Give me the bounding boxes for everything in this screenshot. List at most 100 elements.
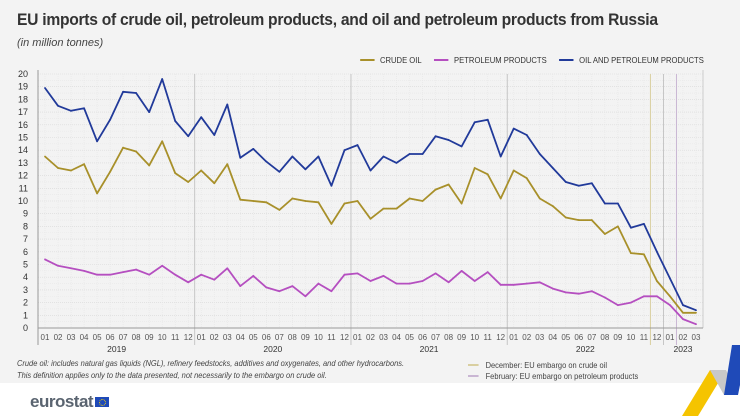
data-point [174, 172, 177, 174]
data-point [590, 182, 593, 185]
data-point [656, 295, 658, 298]
x-tick-label: 02 [366, 333, 375, 342]
data-point [122, 90, 125, 93]
data-point [643, 253, 645, 256]
data-point [148, 111, 151, 113]
data-point [421, 280, 424, 282]
footnote-line-2: This definition applies only to the data… [17, 370, 327, 380]
x-tick-label: 11 [327, 333, 336, 342]
data-point [695, 323, 697, 326]
legend: CRUDE OIL PETROLEUM PRODUCTS OIL AND PET… [360, 55, 704, 65]
data-point [512, 283, 515, 286]
data-point [603, 233, 606, 235]
data-point [434, 272, 437, 275]
data-point [148, 273, 151, 276]
data-point [187, 281, 190, 284]
x-tick-label: 02 [679, 333, 688, 342]
data-point [473, 280, 476, 282]
x-tick-label: 03 [379, 333, 388, 342]
data-point [577, 219, 580, 221]
data-point [682, 304, 684, 307]
data-point [486, 173, 489, 176]
data-point [616, 202, 619, 205]
legend-label: OIL AND PETROLEUM PRODUCTS [579, 55, 704, 65]
data-point [317, 201, 320, 204]
x-tick-label: 08 [600, 333, 609, 342]
data-point [226, 163, 229, 166]
y-tick-label: 11 [19, 183, 28, 193]
x-tick-label: 12 [652, 333, 661, 342]
y-tick-label: 1 [23, 310, 28, 320]
x-tick-label: 12 [340, 333, 349, 342]
data-point [135, 268, 138, 271]
data-point [590, 290, 593, 293]
data-point [330, 290, 333, 293]
data-point [343, 273, 346, 276]
data-point [148, 164, 151, 167]
y-tick-label: 0 [23, 323, 28, 333]
data-point [369, 169, 372, 172]
y-tick-label: 14 [18, 145, 28, 155]
x-tick-label: 01 [666, 333, 675, 342]
x-tick-label: 03 [223, 333, 232, 342]
x-tick-label: 02 [54, 333, 63, 342]
data-point [161, 140, 164, 143]
data-point [682, 318, 684, 321]
data-point [525, 134, 528, 136]
data-point [682, 311, 684, 314]
data-point [616, 225, 619, 228]
data-point [70, 109, 72, 112]
data-point [643, 295, 645, 298]
data-point [630, 226, 632, 229]
data-point [343, 202, 346, 205]
x-tick-label: 05 [93, 333, 102, 342]
data-point [343, 149, 346, 152]
x-tick-label: 09 [301, 333, 310, 342]
x-tick-label: 04 [80, 333, 89, 342]
data-point [109, 118, 111, 121]
x-tick-label: 10 [470, 333, 479, 342]
data-point [317, 282, 320, 285]
data-point [135, 92, 138, 94]
x-tick-label: 11 [171, 333, 180, 342]
x-tick-label: 04 [236, 333, 245, 342]
data-point [122, 271, 125, 274]
data-point [265, 201, 268, 204]
data-point [57, 167, 59, 169]
embargo-legend-crude: December: EU embargo on crude oil [468, 360, 607, 370]
data-point [564, 216, 567, 219]
y-tick-label: 9 [23, 209, 28, 219]
eu-flag-icon [95, 397, 110, 407]
data-point [669, 277, 671, 280]
data-point [577, 292, 580, 295]
data-point [447, 183, 450, 186]
data-point [656, 280, 658, 282]
data-point [499, 197, 502, 200]
embargo-legend-petroleum: February: EU embargo on petroleum produc… [468, 371, 638, 381]
year-label: 2023 [674, 344, 693, 354]
x-tick-label: 04 [548, 333, 557, 342]
footnote-line-1: Crude oil: includes natural gas liquids … [17, 358, 405, 368]
data-point [421, 153, 424, 155]
data-point [70, 169, 72, 172]
data-point [499, 155, 502, 158]
data-point [57, 104, 59, 107]
x-tick-label: 09 [613, 333, 622, 342]
data-point [200, 273, 203, 276]
data-point [109, 170, 111, 173]
data-point [187, 181, 190, 183]
x-tick-label: 02 [522, 333, 531, 342]
y-tick-label: 8 [23, 221, 28, 231]
x-tick-label: 05 [561, 333, 570, 342]
data-point [330, 184, 333, 187]
embargo-swatch [468, 375, 479, 377]
data-point [239, 285, 242, 287]
legend-item-petroleum-products: PETROLEUM PRODUCTS [434, 55, 547, 65]
data-point [408, 282, 411, 285]
data-point [252, 148, 255, 150]
data-point [460, 269, 463, 272]
data-point [395, 162, 398, 164]
data-point [278, 290, 281, 293]
data-point [213, 134, 216, 136]
data-point [291, 197, 294, 200]
